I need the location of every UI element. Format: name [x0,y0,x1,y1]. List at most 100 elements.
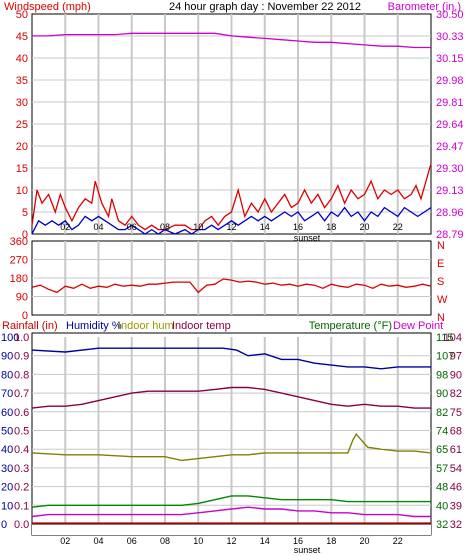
temperature-tick-label: 90 [436,388,448,400]
rainfall-tick-label: 1.0 [14,332,29,344]
sunset-annotation: sunset [294,545,321,555]
direction-tick-label: 180 [10,273,28,285]
windspeed-tick-label: 5 [22,207,28,219]
humidity-tick-label: 30 [1,463,13,475]
rainfall-tick-label: 0.3 [14,463,29,475]
x-tick-label: 20 [359,222,369,232]
humidity-tick-label: 80 [1,369,13,381]
windspeed-axis-title: Windspeed (mph) [4,1,91,13]
windspeed-tick-label: 0 [22,229,28,241]
direction-right-tick: S [437,276,444,288]
x-tick-label: 20 [359,536,369,546]
temperature-tick-label: 98 [436,369,448,381]
direction-tick-label: 270 [10,255,28,267]
rainfall-tick-label: 0.0 [14,519,29,531]
x-tick-label: 08 [160,536,170,546]
x-tick-label: 08 [160,222,170,232]
dew-point-axis-title: Dew Point [393,320,443,332]
x-tick-label: 16 [293,222,303,232]
x-tick-label: 04 [93,536,103,546]
rainfall-tick-label: 0.8 [14,369,29,381]
windspeed-tick-label: 10 [16,185,28,197]
rainfall-tick-label: 0.9 [14,351,29,363]
temperature-tick-label: 107 [436,351,454,363]
rainfall-tick-label: 0.6 [14,407,29,419]
series-line-direction [31,278,432,294]
climate-xaxis-strip [32,524,431,535]
series-line-barometer [32,32,431,49]
direction-tick-label: 90 [16,292,28,304]
barometer-axis-title: Barometer (in.) [388,1,461,13]
indoor-temp-axis-title: Indoor temp [172,320,231,332]
x-tick-label: 06 [127,222,137,232]
humidity-tick-label: 20 [1,482,13,494]
temperature-tick-label: 115 [436,332,454,344]
windspeed-tick-label: 25 [16,119,28,131]
direction-right-tick: E [437,258,444,270]
barometer-tick-label: 29.81 [436,97,464,109]
x-tick-label: 16 [293,536,303,546]
barometer-tick-label: 29.30 [436,163,464,175]
temperature-tick-label: 32 [436,519,448,531]
series-line-wind_avg [31,206,432,235]
series-line-wind_gust [31,163,432,231]
barometer-tick-label: 29.13 [436,185,464,197]
indoor-temp-tick-label: 75 [450,407,462,419]
x-tick-label: 04 [93,222,103,232]
windspeed-tick-label: 35 [16,75,28,87]
temperature-axis-title: Temperature (°F) [309,320,392,332]
windspeed-tick-label: 40 [16,53,28,65]
barometer-tick-label: 29.64 [436,119,464,131]
x-tick-label: 10 [193,222,203,232]
humidity-tick-label: 0 [1,519,7,531]
windspeed-tick-label: 50 [16,9,28,21]
barometer-tick-label: 28.79 [436,229,464,241]
indoor-temp-tick-label: 54 [450,463,462,475]
direction-tick-label: 360 [10,236,28,248]
temperature-tick-label: 48 [436,482,448,494]
temperature-tick-label: 40 [436,500,448,512]
series-line-temperature_line [31,495,431,508]
indoor-temp-tick-label: 97 [450,351,462,363]
x-tick-label: 10 [193,536,203,546]
direction-tick-label: 0 [22,310,28,322]
x-tick-label: 02 [60,222,70,232]
temperature-tick-label: 82 [436,407,448,419]
series-line-indoor_temp [31,386,431,409]
indoor-temp-tick-label: 61 [450,444,462,456]
rainfall-tick-label: 0.4 [14,444,29,456]
temperature-tick-label: 74 [436,426,448,438]
windspeed-tick-label: 15 [16,163,28,175]
barometer-tick-label: 30.33 [436,31,464,43]
x-tick-label: 22 [393,536,403,546]
indoor-temp-tick-label: 104 [444,332,462,344]
barometer-tick-label: 30.15 [436,53,464,65]
humidity-tick-label: 40 [1,444,13,456]
x-tick-label: 02 [60,536,70,546]
barometer-tick-label: 30.50 [436,9,464,21]
x-tick-label: 06 [127,536,137,546]
series-line-dew_point [31,506,431,518]
rainfall-tick-label: 0.5 [14,426,29,438]
indoor-temp-tick-label: 39 [450,500,462,512]
rainfall-tick-label: 0.2 [14,482,29,494]
series-line-humidity [31,347,431,370]
direction-right-tick: N [437,312,445,324]
humidity-tick-label: 10 [1,500,13,512]
indoor-temp-tick-label: 68 [450,426,462,438]
indoor-hum-axis-title: Indoor hum [118,320,174,332]
x-tick-label: 18 [326,536,336,546]
series-line-indoor_hum_line [31,433,432,462]
humidity-tick-label: 50 [1,426,13,438]
windspeed-tick-label: 45 [16,31,28,43]
x-tick-label: 22 [393,222,403,232]
rainfall-tick-label: 0.1 [14,500,29,512]
x-tick-label: 12 [226,222,236,232]
chart-title: 24 hour graph day : November 22 2012 [169,1,361,13]
direction-right-tick: W [437,294,448,306]
humidity-tick-label: 90 [1,351,13,363]
x-tick-label: 12 [226,536,236,546]
barometer-tick-label: 29.98 [436,75,464,87]
windspeed-tick-label: 20 [16,141,28,153]
